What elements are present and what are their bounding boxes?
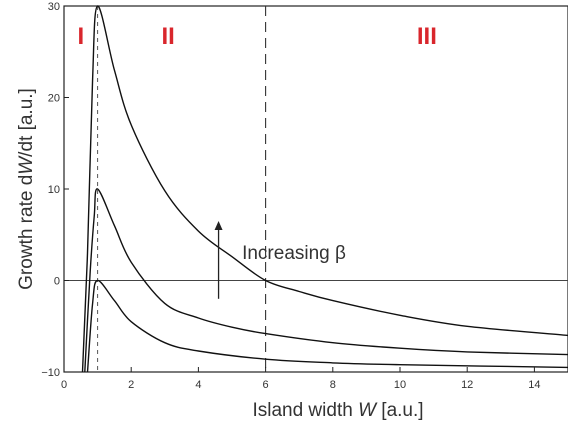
y-tick-label: −10 [41,367,60,379]
x-axis-title-symbol: W [358,400,378,421]
x-tick-label: 10 [394,379,406,391]
y-axis-title: Growth rate dW/dt [a.u.] [16,88,37,290]
y-tick-label: 0 [54,276,60,288]
arrow-head-icon [214,221,223,231]
region-label: III [417,23,437,50]
x-tick-label: 4 [195,379,201,391]
y-axis-title-prefix: Growth rate d [16,175,37,290]
region-label: II [161,23,174,50]
x-axis-title-suffix: [a.u.] [376,400,424,421]
y-tick-label: 20 [48,93,60,105]
series-line-2 [84,188,568,373]
x-tick-label: 0 [61,379,67,391]
y-axis-title-suffix: /dt [a.u.] [16,88,37,157]
x-tick-label: 12 [461,379,473,391]
x-tick-label: 14 [528,379,540,391]
x-tick-label: 8 [330,379,336,391]
x-tick-label: 2 [128,379,134,391]
region-label: I [77,23,84,50]
y-tick-label: 30 [48,1,60,13]
y-tick-label: 10 [48,184,60,196]
y-axis-title-symbol: W [16,155,37,175]
plot-frame [63,5,568,373]
increasing-beta-label: Increasing β [242,243,346,264]
x-axis-title-prefix: Island width [252,400,358,421]
x-axis-title: Island width W [a.u.] [252,400,423,421]
series-line-1 [81,5,568,373]
x-tick-label: 6 [263,379,269,391]
series-line-3 [86,279,568,373]
